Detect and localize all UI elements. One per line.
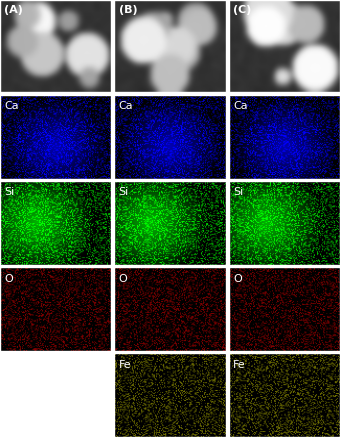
Text: Si: Si [4,187,15,198]
Text: Ca: Ca [233,101,248,111]
Text: Fe: Fe [119,360,131,370]
Text: Si: Si [233,187,243,198]
Text: Ca: Ca [4,101,19,111]
Text: (A): (A) [4,5,23,14]
Text: O: O [4,274,13,284]
Text: O: O [119,274,128,284]
Text: O: O [233,274,242,284]
Text: Ca: Ca [119,101,133,111]
Text: (B): (B) [119,5,137,14]
Text: Si: Si [119,187,129,198]
Text: Fe: Fe [233,360,245,370]
Text: (C): (C) [233,5,251,14]
